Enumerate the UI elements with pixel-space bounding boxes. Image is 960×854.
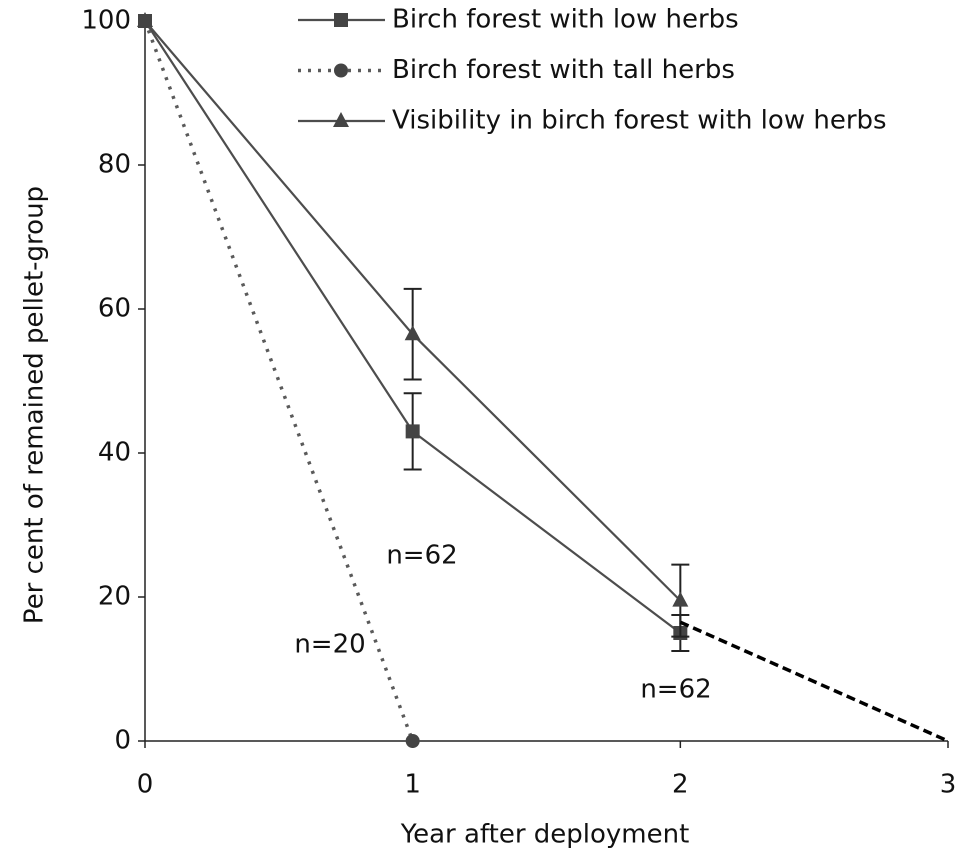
y-axis-title: Per cent of remained pellet-group <box>20 186 50 624</box>
x-tick-label: 0 <box>137 770 154 800</box>
legend-label: Birch forest with low herbs <box>392 5 739 35</box>
legend-label: Visibility in birch forest with low herb… <box>392 106 887 136</box>
series-line <box>143 20 415 742</box>
y-tick-label: 100 <box>81 6 131 36</box>
x-tick-label: 2 <box>672 770 689 800</box>
legend-marker <box>334 13 348 27</box>
series-line <box>679 620 949 743</box>
y-tick-label: 40 <box>98 438 131 468</box>
x-tick-label: 1 <box>404 770 421 800</box>
y-tick-label: 0 <box>114 726 131 756</box>
marker <box>672 591 689 607</box>
legend-label: Birch forest with tall herbs <box>392 55 735 85</box>
marker <box>137 12 153 27</box>
marker <box>405 734 420 748</box>
legend-marker <box>334 63 348 78</box>
y-tick-label: 60 <box>98 294 131 324</box>
legend-marker <box>333 112 349 127</box>
y-tick-label: 80 <box>98 150 131 180</box>
x-tick-label: 3 <box>940 770 957 800</box>
marker <box>405 424 420 439</box>
annotation: n=62 <box>386 541 457 571</box>
y-tick-label: 20 <box>98 582 131 612</box>
x-axis-title: Year after deployment <box>400 820 690 850</box>
marker <box>404 325 421 341</box>
annotation: n=20 <box>294 630 365 660</box>
annotation: n=62 <box>640 675 711 705</box>
